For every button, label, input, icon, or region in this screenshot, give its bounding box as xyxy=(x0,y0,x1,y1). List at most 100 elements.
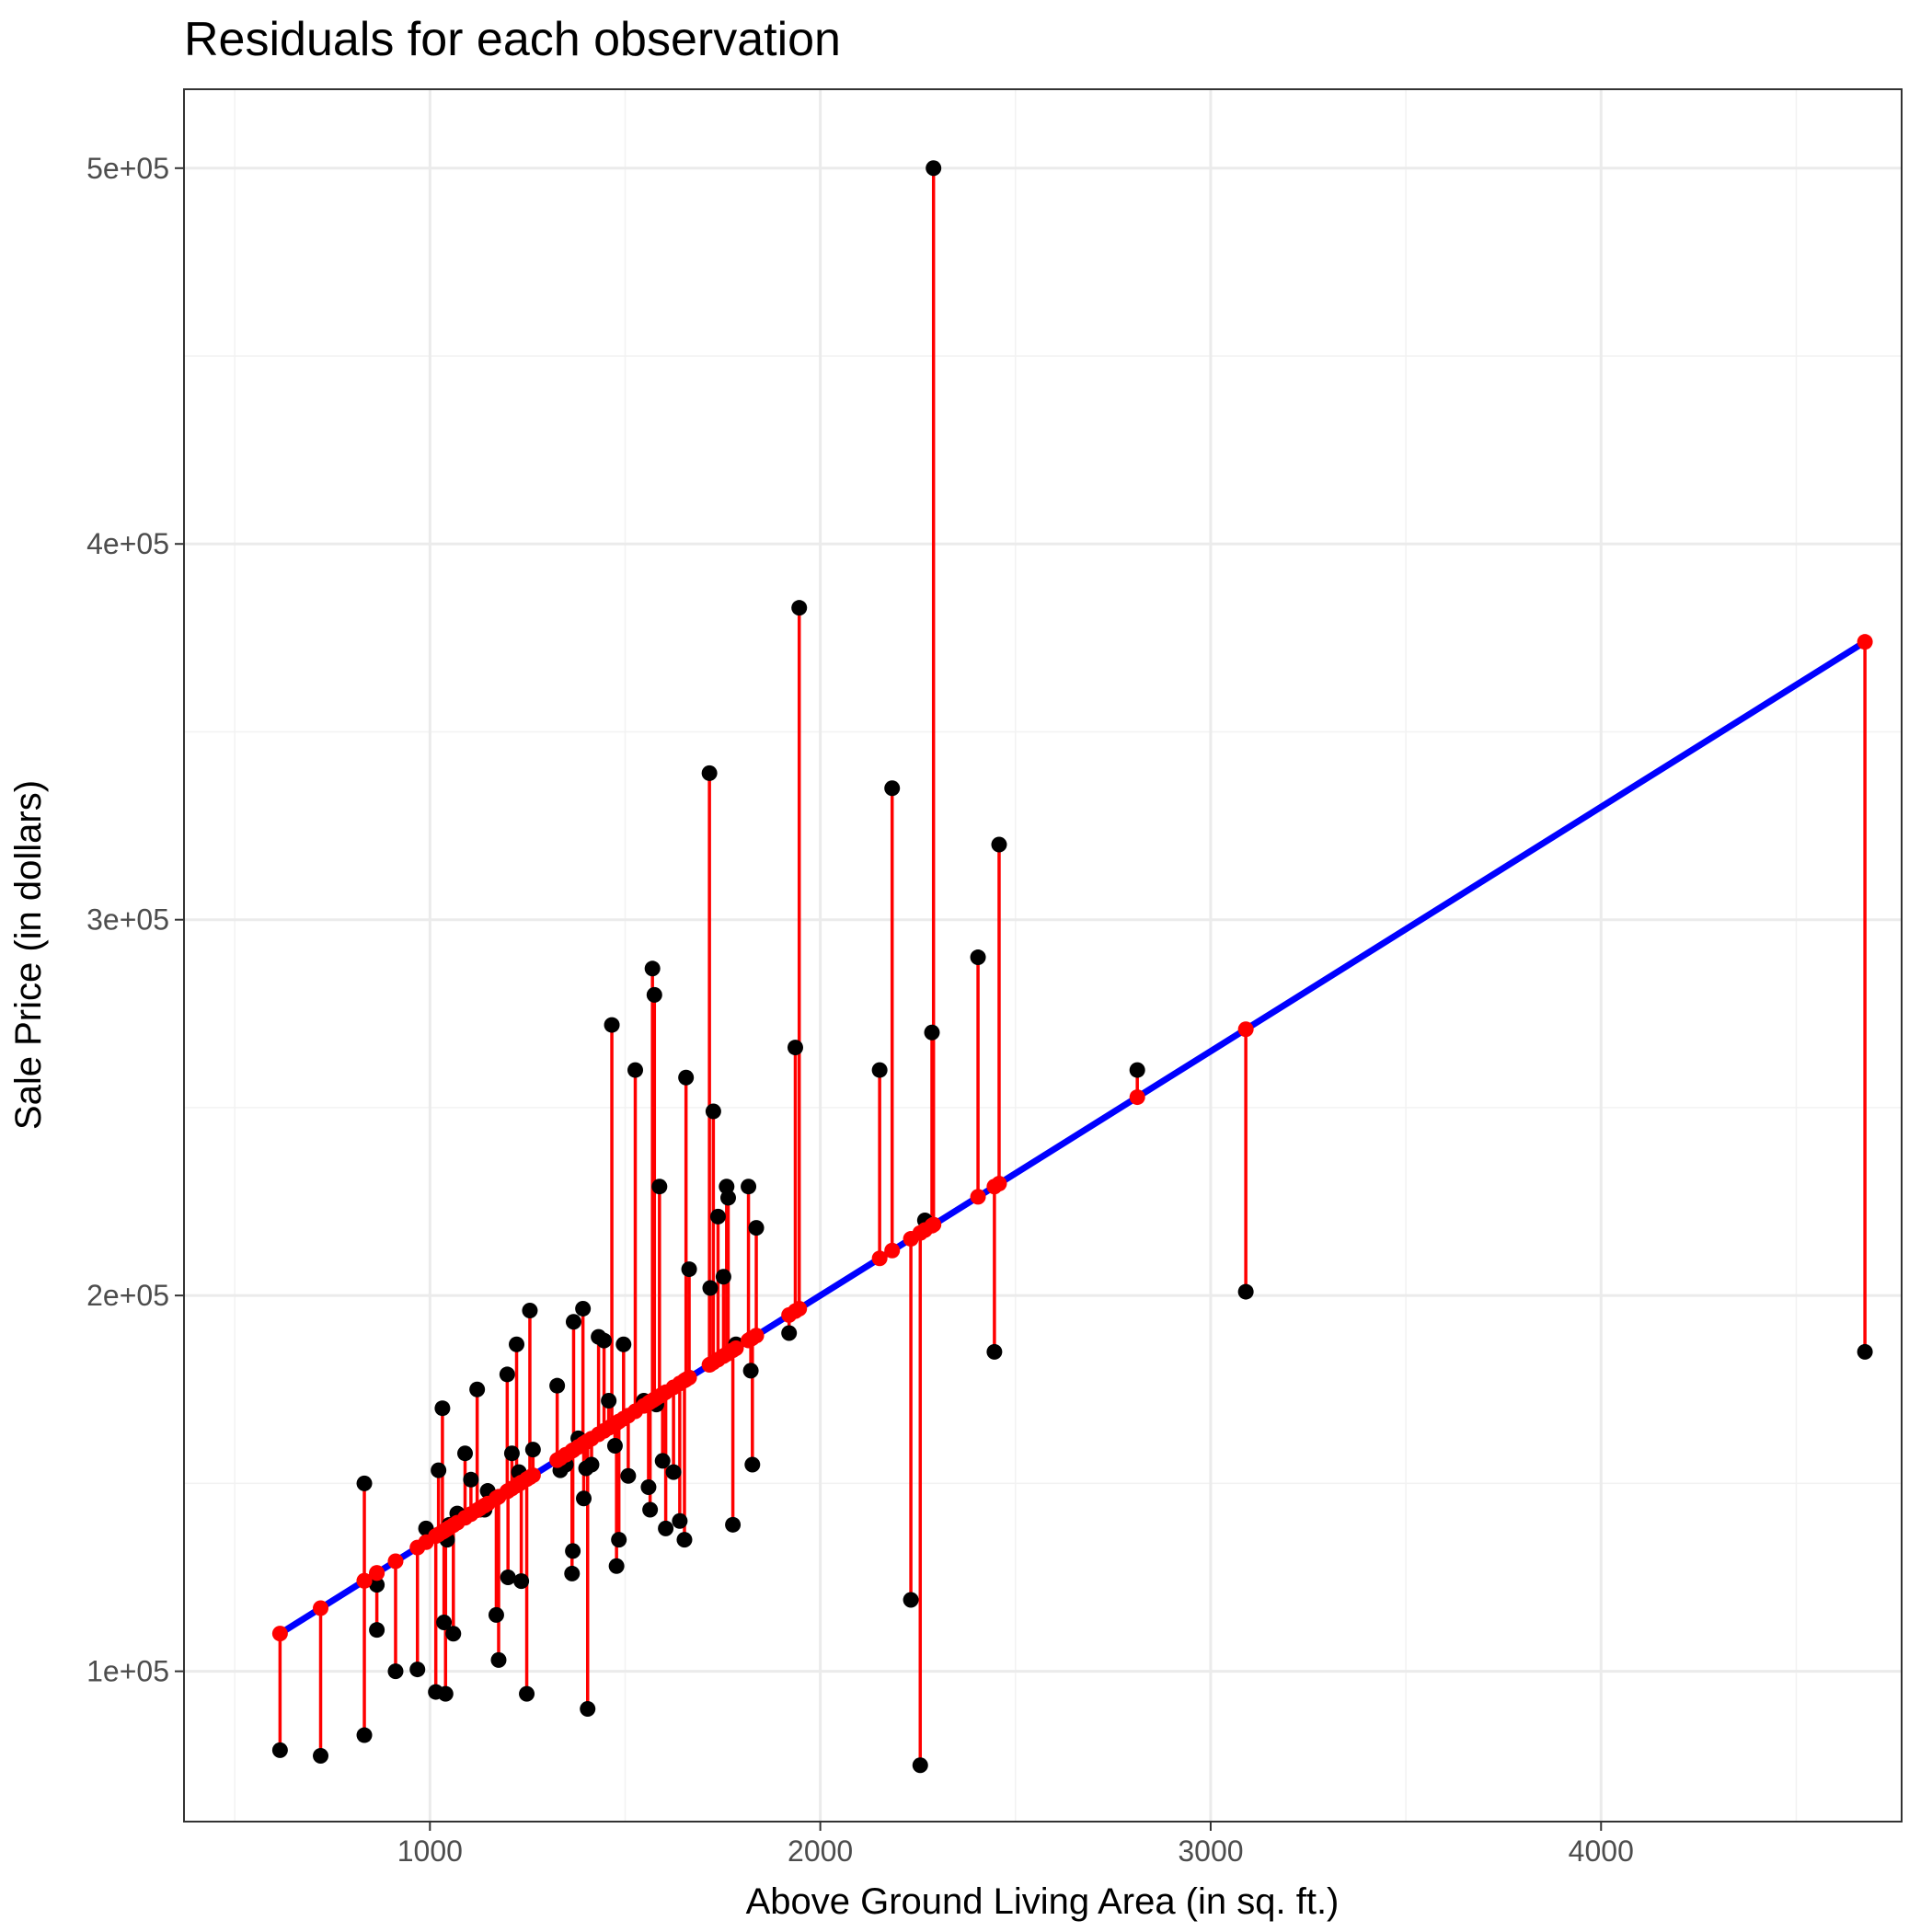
fitted-points xyxy=(271,634,1873,1642)
y-tick-label: 3e+05 xyxy=(86,903,169,937)
observed-point xyxy=(596,1332,613,1349)
chart-title: Residuals for each observation xyxy=(184,13,841,66)
x-tick-label: 3000 xyxy=(1178,1834,1243,1868)
observed-point xyxy=(606,1438,623,1455)
observed-point xyxy=(627,1062,644,1078)
fitted-point xyxy=(1129,1089,1145,1106)
observed-point xyxy=(791,600,808,616)
observed-point xyxy=(715,1269,731,1285)
observed-point xyxy=(601,1393,617,1409)
observed-point xyxy=(742,1363,759,1379)
observed-point xyxy=(522,1302,538,1318)
observed-point xyxy=(431,1462,447,1478)
observed-point xyxy=(564,1565,581,1581)
observed-point xyxy=(640,1478,657,1495)
observed-point xyxy=(644,960,661,977)
observed-point xyxy=(500,1570,516,1586)
y-tick-label: 1e+05 xyxy=(86,1655,169,1688)
observed-point xyxy=(681,1261,697,1278)
fitted-point xyxy=(1857,634,1873,650)
observed-point xyxy=(912,1757,928,1774)
observed-point xyxy=(513,1573,530,1590)
observed-point xyxy=(356,1475,373,1491)
observed-point xyxy=(457,1445,474,1462)
observed-point xyxy=(469,1381,486,1397)
y-tick-label: 4e+05 xyxy=(86,527,169,560)
observed-point xyxy=(409,1662,426,1678)
observed-point xyxy=(991,836,1007,853)
x-tick-label: 2000 xyxy=(788,1834,853,1868)
observed-point xyxy=(509,1336,525,1352)
observed-point xyxy=(676,1532,693,1548)
fitted-point xyxy=(387,1553,404,1570)
observed-point xyxy=(871,1062,888,1078)
observed-point xyxy=(705,1103,721,1120)
observed-point xyxy=(463,1471,479,1488)
observed-point xyxy=(1129,1062,1145,1078)
fitted-point xyxy=(871,1250,888,1267)
y-tick-label: 5e+05 xyxy=(86,152,169,185)
observed-point xyxy=(549,1377,566,1394)
y-axis: 1e+05 2e+05 3e+05 4e+05 5e+05 xyxy=(86,152,184,1688)
observed-point xyxy=(709,1208,726,1225)
plot-panel-border xyxy=(183,88,1903,1823)
observed-point xyxy=(620,1467,637,1484)
observed-point xyxy=(1237,1283,1254,1300)
fitted-point xyxy=(970,1189,986,1205)
observed-point xyxy=(719,1190,736,1206)
regression-line xyxy=(278,638,1867,1637)
observed-point xyxy=(576,1490,592,1507)
observed-point xyxy=(1857,1343,1873,1360)
observed-point xyxy=(615,1336,632,1352)
fitted-point xyxy=(926,1216,942,1233)
observed-point xyxy=(608,1558,625,1574)
observed-point xyxy=(702,1280,719,1296)
observed-point xyxy=(524,1442,541,1458)
y-axis-title: Sale Price (in dollars) xyxy=(8,780,49,1130)
observed-point xyxy=(519,1685,535,1702)
observed-point xyxy=(884,780,901,797)
observed-point xyxy=(642,1501,659,1518)
fitted-point xyxy=(728,1340,744,1357)
observed-point xyxy=(499,1366,515,1383)
observed-point xyxy=(565,1314,581,1330)
plot-panel xyxy=(184,89,1902,1822)
observed-point xyxy=(580,1700,596,1717)
observed-point xyxy=(744,1456,761,1473)
observed-point xyxy=(387,1663,404,1680)
observed-point xyxy=(646,986,662,1003)
x-tick-label: 1000 xyxy=(397,1834,463,1868)
fitted-point xyxy=(884,1242,901,1259)
observed-point xyxy=(781,1325,798,1341)
observed-point xyxy=(604,1017,620,1033)
observed-point xyxy=(369,1577,385,1593)
observed-point xyxy=(903,1592,919,1608)
fitted-point xyxy=(524,1467,541,1484)
observed-point xyxy=(658,1520,674,1536)
fitted-point xyxy=(791,1300,808,1317)
observed-point xyxy=(313,1748,329,1765)
observed-point xyxy=(678,1069,695,1086)
observed-point xyxy=(271,1742,288,1758)
fitted-point xyxy=(748,1328,765,1344)
observed-point xyxy=(490,1651,507,1668)
fitted-point xyxy=(681,1369,697,1386)
observed-point xyxy=(434,1400,451,1417)
observed-point xyxy=(970,949,986,966)
observed-point xyxy=(986,1343,1003,1360)
fitted-point xyxy=(271,1626,288,1642)
observed-point xyxy=(583,1456,600,1473)
fitted-point xyxy=(356,1572,373,1589)
observed-point xyxy=(701,765,718,781)
y-tick-label: 2e+05 xyxy=(86,1279,169,1312)
observed-point xyxy=(787,1040,803,1056)
x-axis-title: Above Ground Living Area (in sq. ft.) xyxy=(746,1881,1340,1922)
observed-point xyxy=(488,1606,504,1623)
observed-point xyxy=(741,1179,757,1195)
fitted-point xyxy=(1237,1021,1254,1038)
observed-point xyxy=(748,1220,765,1236)
fitted-point xyxy=(313,1600,329,1616)
x-axis: 1000 2000 3000 4000 xyxy=(397,1822,1634,1868)
x-tick-label: 4000 xyxy=(1569,1834,1634,1868)
